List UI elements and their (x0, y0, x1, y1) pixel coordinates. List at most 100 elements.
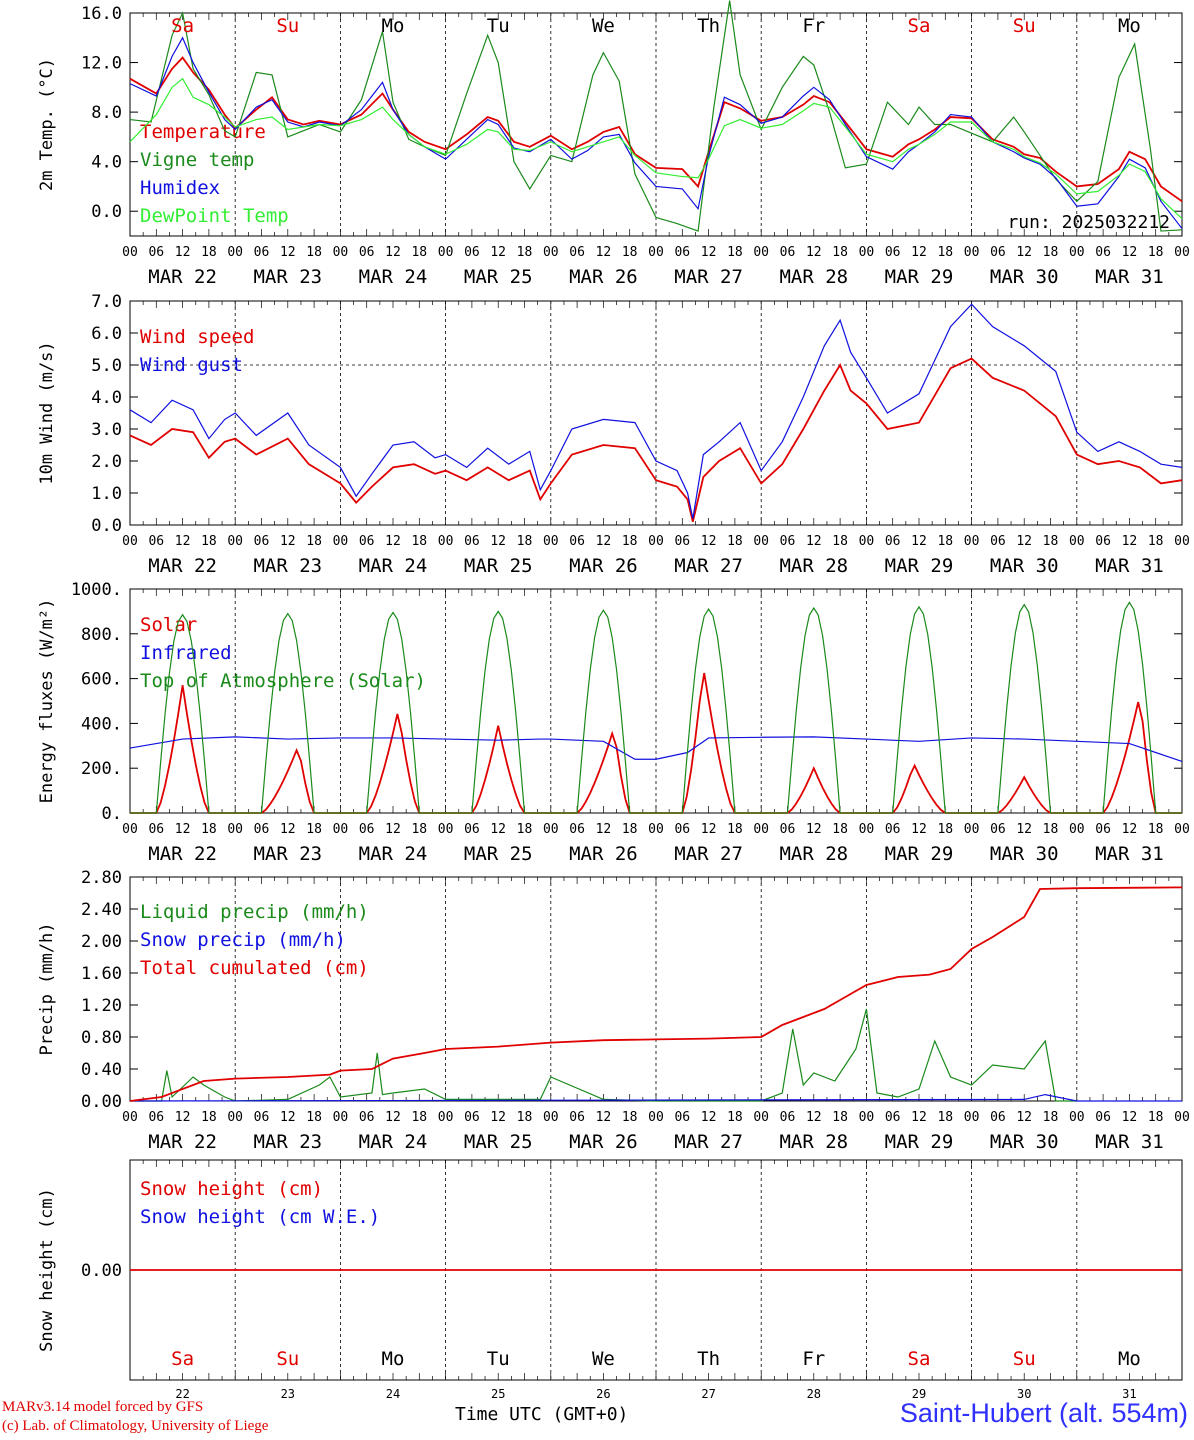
date-label: MAR 26 (569, 266, 638, 288)
hour-label: 00 (122, 534, 138, 549)
time-axis-label: Time UTC (GMT+0) (455, 1404, 629, 1425)
hour-label: 12 (911, 534, 927, 549)
hour-label: 18 (411, 822, 427, 837)
day-name-label: Su (276, 15, 299, 37)
date-label: MAR 29 (885, 266, 954, 288)
hour-label: 12 (806, 534, 822, 549)
hour-label: 12 (1016, 245, 1032, 260)
legend-entry: Infrared (140, 642, 232, 664)
series-line (130, 672, 1182, 814)
y-tick-label: 1.0 (91, 484, 122, 504)
hour-label: 06 (569, 245, 585, 260)
hour-label: 12 (911, 245, 927, 260)
hour-label: 12 (701, 1110, 717, 1125)
hour-label: 06 (885, 534, 901, 549)
y-tick-label: 0.80 (81, 1028, 122, 1048)
series-line (129, 36, 1183, 229)
y-tick-label: 3.0 (91, 420, 122, 440)
hour-label: 18 (517, 534, 533, 549)
hour-label: 18 (727, 245, 743, 260)
hour-label: 12 (701, 822, 717, 837)
hour-label: 18 (517, 245, 533, 260)
day-name-label: Th (697, 1348, 720, 1370)
hour-label: 12 (175, 822, 191, 837)
hour-label: 12 (806, 245, 822, 260)
hour-label: 12 (701, 245, 717, 260)
date-label: MAR 31 (1095, 843, 1164, 865)
date-label: MAR 24 (359, 555, 428, 577)
hour-label: 00 (1069, 245, 1085, 260)
date-label: MAR 25 (464, 843, 533, 865)
day-name-label: Th (697, 15, 720, 37)
hour-label: 00 (753, 822, 769, 837)
station-name: Saint-Hubert (alt. 554m) (899, 1398, 1188, 1428)
legend-entry: Snow height (cm W.E.) (140, 1206, 380, 1228)
hour-label: 06 (569, 1110, 585, 1125)
hour-label: 12 (1016, 822, 1032, 837)
hour-label: 12 (490, 245, 506, 260)
day-number-label: 24 (386, 1387, 400, 1401)
hour-label: 06 (148, 822, 164, 837)
legend-entry: Humidex (140, 177, 220, 199)
hour-label: 00 (648, 822, 664, 837)
hour-label: 12 (596, 822, 612, 837)
hour-label: 06 (254, 534, 270, 549)
date-label: MAR 27 (674, 1131, 743, 1153)
hour-label: 06 (359, 245, 375, 260)
hour-label: 06 (780, 822, 796, 837)
hour-label: 06 (464, 1110, 480, 1125)
hour-label: 12 (385, 245, 401, 260)
hour-label: 06 (674, 245, 690, 260)
hour-label: 18 (832, 1110, 848, 1125)
y-axis-title: Energy fluxes (W/m²) (37, 599, 57, 804)
day-number-label: 30 (1017, 1387, 1031, 1401)
hour-label: 06 (148, 245, 164, 260)
hour-label: 00 (227, 1110, 243, 1125)
hour-label: 18 (1043, 245, 1059, 260)
day-name-label: Su (276, 1348, 299, 1370)
hour-label: 18 (832, 534, 848, 549)
plot-frame (129, 588, 1183, 814)
hour-label: 18 (1148, 822, 1164, 837)
hour-label: 12 (596, 534, 612, 549)
hour-label: 00 (859, 1110, 875, 1125)
hour-label: 18 (411, 534, 427, 549)
y-tick-label: 12.0 (81, 54, 122, 74)
day-number-label: 31 (1122, 1387, 1136, 1401)
hour-label: 06 (780, 245, 796, 260)
date-label: MAR 23 (253, 555, 322, 577)
date-label: MAR 24 (359, 843, 428, 865)
date-label: MAR 28 (779, 266, 848, 288)
date-label: MAR 31 (1095, 555, 1164, 577)
hour-label: 12 (911, 1110, 927, 1125)
hour-label: 12 (490, 534, 506, 549)
hour-label: 00 (438, 822, 454, 837)
hour-label: 18 (517, 1110, 533, 1125)
hour-label: 18 (622, 245, 638, 260)
hour-label: 12 (911, 822, 927, 837)
series-line (129, 303, 1183, 519)
y-tick-label: 200. (81, 759, 122, 779)
hour-label: 00 (543, 1110, 559, 1125)
hour-label: 06 (885, 1110, 901, 1125)
legend-entry: Vigne temp (140, 149, 254, 171)
hour-label: 18 (517, 822, 533, 837)
date-label: MAR 22 (148, 1131, 217, 1153)
hour-label: 00 (859, 245, 875, 260)
hour-label: 12 (280, 822, 296, 837)
hour-label: 00 (859, 534, 875, 549)
date-label: MAR 31 (1095, 1131, 1164, 1153)
date-label: MAR 23 (253, 843, 322, 865)
day-number-label: 26 (596, 1387, 610, 1401)
legend-entry: Total cumulated (cm) (140, 957, 369, 979)
hour-label: 06 (990, 1110, 1006, 1125)
series-line (129, 77, 1183, 220)
hour-label: 12 (385, 534, 401, 549)
hour-label: 12 (490, 822, 506, 837)
hour-label: 06 (990, 822, 1006, 837)
legend-entry: DewPoint Temp (140, 205, 289, 227)
hour-label: 00 (1174, 1110, 1190, 1125)
hour-label: 00 (648, 245, 664, 260)
legend-entry: Liquid precip (mm/h) (140, 901, 369, 923)
series-line (129, 0, 1183, 232)
